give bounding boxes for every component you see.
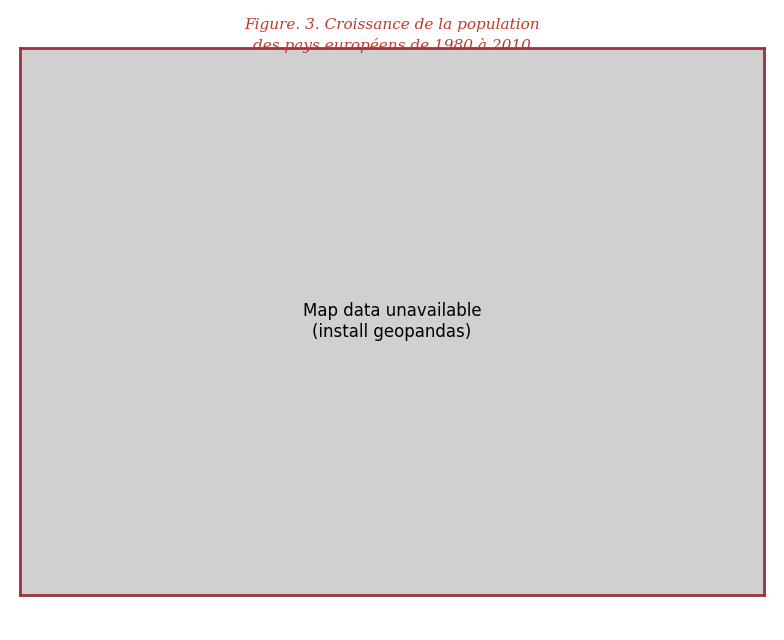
Text: des pays européens de 1980 à 2010: des pays européens de 1980 à 2010 xyxy=(253,38,531,53)
Text: Map data unavailable
(install geopandas): Map data unavailable (install geopandas) xyxy=(303,302,481,341)
Text: Figure. 3. Croissance de la population: Figure. 3. Croissance de la population xyxy=(244,18,540,32)
